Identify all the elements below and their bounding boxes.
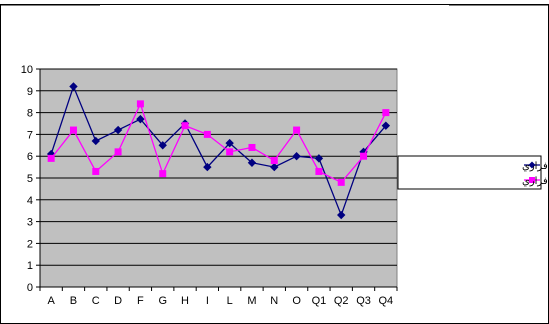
series-2-point <box>69 126 77 134</box>
x-tick-label: I <box>206 295 209 307</box>
series-2-point <box>382 109 390 117</box>
series-1-point <box>225 138 234 148</box>
series-2-point <box>92 167 100 175</box>
series-2-point <box>293 126 301 134</box>
y-tick-label: 6 <box>27 151 33 163</box>
x-tick-label: N <box>270 295 278 307</box>
x-tick-label: Q1 <box>312 295 327 307</box>
y-axis: 0 1 2 3 4 5 6 7 8 9 10 <box>21 64 41 294</box>
x-axis: A B C D F G H I L M N O Q1 Q2 Q3 Q4 <box>39 286 398 307</box>
legend-box <box>397 155 542 190</box>
series-2-point <box>360 152 368 160</box>
x-tick-label: B <box>70 295 77 307</box>
series-1-point <box>292 151 301 161</box>
series-layer <box>46 82 391 220</box>
series-1-point <box>136 114 145 124</box>
y-tick-label: 7 <box>27 129 33 141</box>
series-2-point <box>114 148 122 156</box>
x-tick-label: F <box>137 295 144 307</box>
series-line-2 <box>50 102 387 184</box>
series-2-point <box>337 178 345 186</box>
series-2-point <box>248 143 256 151</box>
y-tick-label: 8 <box>27 108 33 120</box>
y-tick-label: 1 <box>27 260 33 272</box>
y-tick-label: 9 <box>27 86 33 98</box>
series-1-point <box>203 162 212 172</box>
series-1-point <box>69 82 78 91</box>
series-1-point <box>337 210 346 220</box>
legend-label-2: ميانگين دختران فراري <box>522 175 549 187</box>
y-tick-label: 0 <box>27 282 33 294</box>
legend-marker-1 <box>528 161 536 169</box>
series-2-point <box>136 100 144 108</box>
x-tick-label: O <box>292 295 301 307</box>
x-tick-label: M <box>247 295 256 307</box>
series-1-point <box>91 136 100 146</box>
series-2-point <box>47 154 55 162</box>
y-tick-label: 10 <box>21 64 33 76</box>
series-1-point <box>158 141 167 150</box>
series-line-1 <box>50 84 387 217</box>
series-1-point <box>314 154 324 163</box>
series-2-point <box>315 167 323 175</box>
series-1-point <box>270 162 279 172</box>
x-tick-label: Q2 <box>334 295 349 307</box>
x-tick-label: D <box>114 295 122 307</box>
series-2-point <box>181 122 189 130</box>
x-tick-label: C <box>92 295 100 307</box>
x-tick-label: G <box>158 295 167 307</box>
series-2-point <box>270 157 278 165</box>
gridlines <box>40 68 397 266</box>
series-2-point <box>226 148 234 156</box>
x-tick-label: L <box>227 295 233 307</box>
series-2-point <box>203 130 211 138</box>
legend-marker-2 <box>529 177 535 183</box>
y-tick-label: 3 <box>27 217 33 229</box>
y-tick-label: 5 <box>27 173 33 185</box>
series-1-point <box>113 125 123 135</box>
y-tick-label: 4 <box>27 195 33 207</box>
x-tick-label: Q3 <box>356 295 371 307</box>
legend-label-1: ميانگين دختران غير فراري <box>522 160 549 172</box>
x-tick-label: Q4 <box>379 295 394 307</box>
x-tick-label: H <box>181 295 189 307</box>
y-tick-label: 2 <box>27 238 33 250</box>
series-1-point <box>247 158 257 167</box>
series-1-point <box>381 121 391 130</box>
x-tick-label: A <box>47 295 55 307</box>
series-2-point <box>159 170 167 178</box>
legend: ميانگين دختران غير فراري ميانگين دختران ف… <box>397 155 549 190</box>
